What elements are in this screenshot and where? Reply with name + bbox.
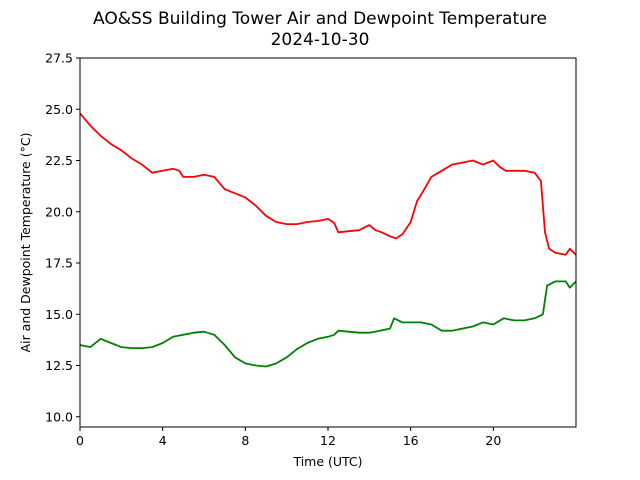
y-tick-label: 25.0 — [45, 102, 73, 117]
x-axis-label: Time (UTC) — [292, 454, 362, 469]
x-tick-label: 4 — [159, 433, 167, 448]
y-tick-label: 27.5 — [45, 51, 73, 66]
y-tick-label: 12.5 — [45, 358, 73, 373]
y-tick-label: 22.5 — [45, 153, 73, 168]
chart-subtitle: 2024-10-30 — [271, 30, 370, 50]
chart-title: AO&SS Building Tower Air and Dewpoint Te… — [93, 9, 547, 29]
x-tick-label: 20 — [485, 433, 501, 448]
series-line-1 — [79, 112, 577, 256]
x-tick-label: 0 — [76, 433, 84, 448]
y-axis: 10.0 12.5 15.0 17.5 20.0 22.5 25.0 27.5 — [45, 51, 80, 424]
plot-frame — [79, 57, 577, 428]
x-tick-label: 12 — [320, 433, 336, 448]
x-axis: 0 4 8 12 16 20 — [76, 427, 501, 448]
y-tick-label: 20.0 — [45, 204, 73, 219]
x-tick-label: 16 — [403, 433, 419, 448]
y-axis-label: Air and Dewpoint Temperature (°C) — [18, 133, 33, 353]
y-tick-label: 15.0 — [45, 307, 73, 322]
series-line-2 — [79, 280, 577, 368]
series-layer — [79, 112, 577, 368]
x-tick-label: 8 — [241, 433, 249, 448]
y-tick-label: 17.5 — [45, 256, 73, 271]
y-tick-label: 10.0 — [45, 409, 73, 424]
